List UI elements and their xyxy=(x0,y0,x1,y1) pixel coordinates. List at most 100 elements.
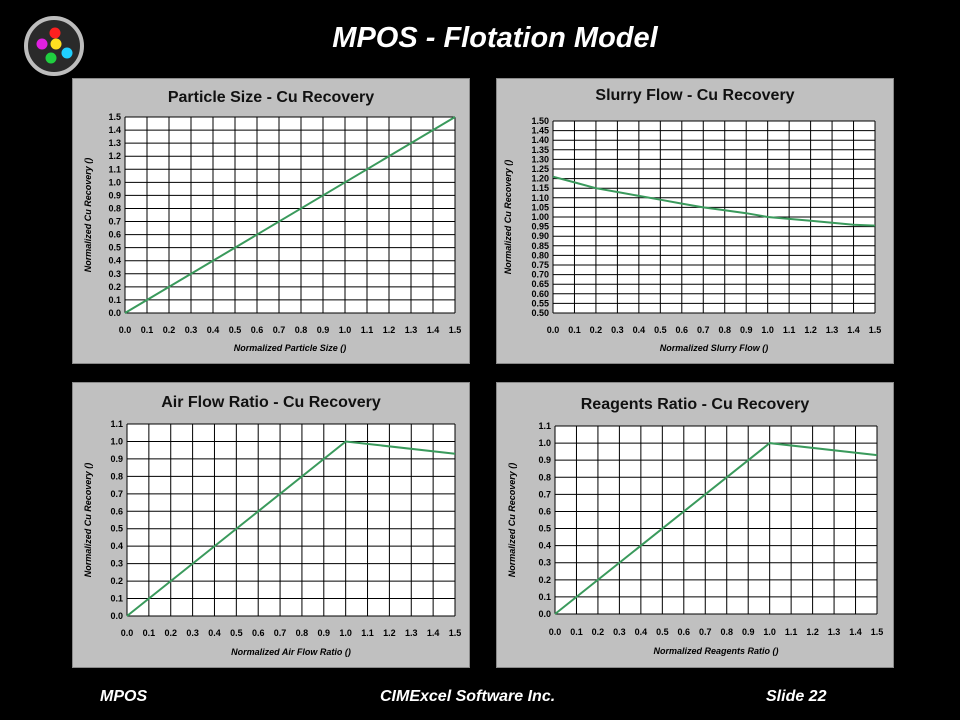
y-tick-label: 0.85 xyxy=(531,241,549,251)
footer-center: CIMExcel Software Inc. xyxy=(380,688,556,705)
series-line xyxy=(554,442,878,615)
chart-particle-size: Particle Size - Cu Recovery 0.0 0.1 0.2 0.3 0… xyxy=(83,89,462,353)
chart-panel-reagents-ratio: Reagents Ratio - Cu Recovery 0.0 0.1 0.2 0.3… xyxy=(496,382,894,668)
x-tick-label: 0.6 xyxy=(676,325,689,335)
x-tick-label: 0.5 xyxy=(656,627,669,637)
x-tick-label: 1.0 xyxy=(763,627,776,637)
chart-air-flow-ratio: Air Flow Ratio - Cu Recovery 0.0 0.1 0.2 0.3… xyxy=(83,394,461,657)
x-tick-label: 0.7 xyxy=(697,325,710,335)
y-tick-label: 0.7 xyxy=(110,489,123,499)
x-tick-label: 0.9 xyxy=(740,325,753,335)
series-line xyxy=(552,175,876,227)
x-tick-label: 1.5 xyxy=(449,325,462,335)
x-tick-label: 0.2 xyxy=(590,325,603,335)
y-tick-label: 0.8 xyxy=(538,472,551,482)
y-tick-label: 0.4 xyxy=(110,541,123,551)
x-tick-label: 0.8 xyxy=(720,627,733,637)
x-tick-label: 0.3 xyxy=(611,325,624,335)
y-tick-label: 0.0 xyxy=(108,308,121,318)
x-tick-label: 1.4 xyxy=(427,628,440,638)
x-tick-label: 0.8 xyxy=(718,325,731,335)
y-tick-label: 1.1 xyxy=(110,419,123,429)
chart-panel-air-flow-ratio: Air Flow Ratio - Cu Recovery 0.0 0.1 0.2 0.3… xyxy=(72,382,470,668)
x-tick-label: 1.0 xyxy=(339,325,352,335)
x-tick-label: 1.3 xyxy=(826,325,839,335)
chart-title: Air Flow Ratio - Cu Recovery xyxy=(161,394,381,411)
x-tick-label: 0.4 xyxy=(633,325,646,335)
x-tick-label: 0.0 xyxy=(549,627,562,637)
chart-title: Particle Size - Cu Recovery xyxy=(168,89,374,106)
y-tick-label: 0.8 xyxy=(110,471,123,481)
footer-left: MPOS xyxy=(100,688,148,705)
y-tick-label: 0.2 xyxy=(110,576,123,586)
x-tick-label: 1.5 xyxy=(869,325,882,335)
x-tick-label: 1.4 xyxy=(427,325,440,335)
y-tick-label: 1.3 xyxy=(108,138,121,148)
y-tick-label: 0.7 xyxy=(538,489,551,499)
x-tick-label: 0.0 xyxy=(121,628,134,638)
y-tick-label: 0.0 xyxy=(538,609,551,619)
x-axis-label: Normalized Particle Size () xyxy=(234,343,347,353)
x-tick-label: 0.2 xyxy=(163,325,176,335)
chart-title: Reagents Ratio - Cu Recovery xyxy=(581,396,810,413)
y-tick-label: 0.50 xyxy=(531,308,549,318)
x-tick-label: 1.0 xyxy=(339,628,352,638)
chart-panel-particle-size: Particle Size - Cu Recovery 0.0 0.1 0.2 0.3 0… xyxy=(72,78,470,364)
y-tick-label: 0.95 xyxy=(531,222,549,232)
plot-area xyxy=(127,424,455,616)
x-axis-label: Normalized Slurry Flow () xyxy=(660,343,769,353)
y-tick-label: 1.40 xyxy=(531,135,549,145)
x-tick-label: 1.1 xyxy=(361,628,374,638)
y-tick-label: 0.55 xyxy=(531,298,549,308)
x-tick-label: 0.1 xyxy=(570,627,583,637)
y-tick-label: 1.0 xyxy=(538,438,551,448)
x-tick-label: 0.1 xyxy=(143,628,156,638)
x-tick-label: 1.2 xyxy=(806,627,819,637)
y-tick-label: 0.90 xyxy=(531,231,549,241)
x-axis-label: Normalized Air Flow Ratio () xyxy=(231,647,351,657)
y-axis-label: Normalized Cu Recovery () xyxy=(503,160,513,275)
x-tick-label: 0.7 xyxy=(273,325,286,335)
y-tick-label: 1.4 xyxy=(108,125,121,135)
chart-panel-slurry-flow: Slurry Flow - Cu Recovery 0.0 0.1 0.2 0.3 0.4… xyxy=(496,78,894,364)
y-axis-label: Normalized Cu Recovery () xyxy=(83,158,93,273)
x-tick-label: 0.7 xyxy=(274,628,287,638)
x-tick-label: 0.6 xyxy=(251,325,264,335)
series-line xyxy=(124,116,456,314)
y-tick-label: 1.10 xyxy=(531,193,549,203)
y-tick-label: 0.0 xyxy=(110,611,123,621)
y-tick-label: 0.65 xyxy=(531,279,549,289)
y-tick-label: 0.5 xyxy=(538,524,551,534)
y-tick-label: 0.70 xyxy=(531,270,549,280)
y-tick-label: 0.5 xyxy=(110,524,123,534)
mpos-logo xyxy=(24,16,84,76)
x-tick-label: 0.1 xyxy=(141,325,154,335)
y-tick-label: 0.3 xyxy=(108,269,121,279)
x-tick-label: 0.4 xyxy=(635,627,648,637)
y-tick-label: 0.9 xyxy=(110,454,123,464)
x-tick-label: 0.4 xyxy=(208,628,221,638)
y-tick-label: 0.2 xyxy=(538,575,551,585)
y-tick-label: 1.15 xyxy=(531,183,549,193)
x-tick-label: 1.0 xyxy=(761,325,774,335)
x-tick-label: 0.9 xyxy=(742,627,755,637)
y-tick-label: 0.5 xyxy=(108,243,121,253)
y-tick-label: 0.4 xyxy=(108,256,121,266)
x-tick-label: 0.5 xyxy=(654,325,667,335)
y-tick-label: 1.20 xyxy=(531,174,549,184)
x-tick-label: 0.4 xyxy=(207,325,220,335)
y-tick-label: 0.9 xyxy=(108,190,121,200)
y-tick-label: 0.1 xyxy=(108,295,121,305)
x-tick-label: 0.5 xyxy=(229,325,242,335)
series-line xyxy=(126,440,456,617)
x-tick-label: 1.1 xyxy=(783,325,796,335)
slide-title: MPOS - Flotation Model xyxy=(332,22,658,54)
y-tick-label: 1.25 xyxy=(531,164,549,174)
y-tick-label: 1.05 xyxy=(531,202,549,212)
x-tick-label: 0.2 xyxy=(592,627,605,637)
y-tick-label: 1.0 xyxy=(108,177,121,187)
x-tick-label: 1.2 xyxy=(804,325,817,335)
x-tick-label: 0.9 xyxy=(317,325,330,335)
y-tick-label: 0.75 xyxy=(531,260,549,270)
chart-title: Slurry Flow - Cu Recovery xyxy=(595,87,794,104)
